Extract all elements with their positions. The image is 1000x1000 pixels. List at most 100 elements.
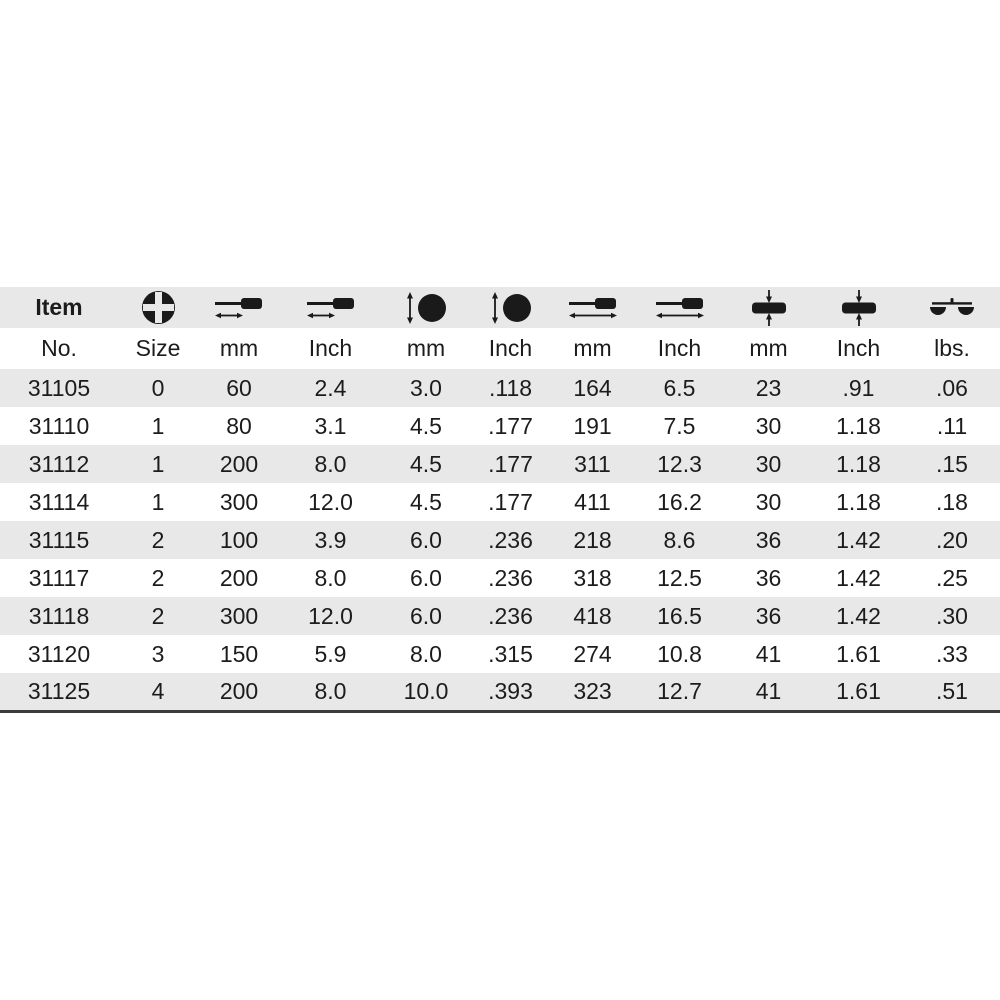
table-row: 31105 0 60 2.4 3.0 .118 164 6.5 23 .91 .06 (0, 369, 1000, 407)
value-cell: 8.0 (314, 677, 347, 704)
value-cell: .18 (936, 488, 968, 515)
unit-label-mm: mm (219, 335, 259, 361)
value-cell: .25 (936, 564, 968, 591)
value-cell: 2.4 (314, 374, 347, 401)
item-no-cell: 31118 (28, 602, 90, 629)
unit-label-inch: Inch (488, 335, 533, 361)
value-cell: 4.5 (410, 488, 442, 515)
item-no-cell: 31120 (27, 640, 91, 667)
table-row: 31110 1 80 3.1 4.5 .177 191 7.5 30 1.18 .11 (0, 407, 1000, 445)
value-cell: .15 (936, 450, 968, 477)
screwdriver-spec-table: Item (0, 287, 1000, 713)
value-cell: 30 (755, 412, 782, 439)
item-no-cell: 31110 (28, 412, 90, 439)
value-cell: 191 (573, 412, 612, 439)
value-cell: 100 (219, 526, 259, 553)
value-cell: 12.7 (657, 677, 702, 704)
value-cell: 41 (755, 640, 782, 667)
value-cell: 1.18 (836, 412, 881, 439)
unit-label-size: Size (135, 335, 181, 361)
value-cell: 5.9 (314, 640, 347, 667)
value-cell: 0 (151, 374, 165, 401)
value-cell: 23 (755, 374, 782, 401)
value-cell: 311 (574, 450, 611, 477)
value-cell: 3.9 (314, 526, 347, 553)
table-row: 31117 2 200 8.0 6.0 .236 318 12.5 36 1.42 .25 (0, 559, 1000, 597)
unit-label-mm: mm (749, 335, 788, 361)
item-no-cell: 31114 (28, 488, 90, 515)
value-cell: 6.0 (410, 602, 442, 629)
value-cell: 12.3 (657, 450, 702, 477)
value-cell: .236 (488, 564, 533, 591)
value-cell: 4.5 (410, 450, 442, 477)
value-cell: 60 (226, 374, 252, 401)
table-row: 31114 1 300 12.0 4.5 .177 411 16.2 30 1.18 .18 (0, 483, 1000, 521)
value-cell: 2 (151, 602, 165, 629)
value-cell: 1.18 (836, 488, 881, 515)
value-cell: 30 (755, 450, 782, 477)
value-cell: 8.6 (663, 526, 696, 553)
value-cell: 1 (151, 412, 165, 439)
value-cell: 1.42 (836, 564, 881, 591)
value-cell: 8.0 (410, 640, 442, 667)
value-cell: 323 (573, 677, 612, 704)
table-body: 31105 0 60 2.4 3.0 .118 164 6.5 2 3.9 1 .06 31110 1 80… (0, 369, 1000, 711)
value-cell: .177 (488, 450, 533, 477)
blade-diameter-icon (381, 287, 471, 328)
value-cell: 10.0 (403, 677, 449, 704)
header-label-row: No. Size mm Inch mm Inch mm Inch mm Inch… (0, 328, 1000, 369)
value-cell: .33 (936, 640, 968, 667)
value-cell: 1 (151, 450, 165, 477)
value-cell: .177 (488, 488, 533, 515)
item-no-cell: 31115 (28, 526, 90, 553)
value-cell: 8.0 (314, 450, 347, 477)
unit-label-lbs: lbs. (934, 335, 970, 361)
item-no-cell: 31105 (27, 374, 91, 401)
value-cell: 3.1 (314, 412, 347, 439)
item-no-cell: 31125 (27, 677, 91, 704)
value-cell: 1.42 (836, 526, 881, 553)
unit-label-inch: Inch (836, 335, 881, 361)
value-cell: 3 (151, 640, 165, 667)
value-cell: 3.0 (410, 374, 442, 401)
unit-label-inch: Inch (308, 335, 353, 361)
value-cell: 164 (573, 374, 612, 401)
value-cell: 411 (574, 488, 611, 515)
value-cell: 1.18 (836, 450, 881, 477)
value-cell: 16.2 (657, 488, 702, 515)
value-cell: .236 (488, 526, 533, 553)
value-cell: .30 (936, 602, 968, 629)
value-cell: .118 (488, 374, 533, 401)
value-cell: 300 (219, 488, 259, 515)
value-cell: .315 (488, 640, 533, 667)
value-cell: .06 (936, 374, 968, 401)
value-cell: .11 (936, 412, 968, 439)
value-cell: 12.0 (308, 488, 353, 515)
table-row: 31112 1 200 8.0 4.5 .177 311 12.3 30 1.18 .15 (0, 445, 1000, 483)
value-cell: .236 (488, 602, 533, 629)
weight-scale-icon (904, 287, 1000, 328)
value-cell: 80 (226, 412, 252, 439)
value-cell: 6.0 (410, 526, 442, 553)
value-cell: 1.42 (836, 602, 881, 629)
overall-length-icon (635, 287, 724, 328)
value-cell: 150 (219, 640, 259, 667)
value-cell: 12.5 (657, 564, 702, 591)
table-row: 31125 4 200 8.0 10.0 .393 323 12.7 41 1.61 .51 (0, 673, 1000, 711)
value-cell: 274 (573, 640, 612, 667)
blade-diameter-icon (471, 287, 550, 328)
table-row: 31120 3 150 5.9 8.0 .315 274 10.8 41 1.61 .33 (0, 635, 1000, 673)
value-cell: 200 (219, 677, 259, 704)
value-cell: 36 (755, 564, 782, 591)
value-cell: 6.5 (663, 374, 696, 401)
value-cell: 36 (755, 602, 782, 629)
value-cell: 2 (151, 526, 165, 553)
phillips-size-icon (118, 287, 198, 328)
unit-label-mm: mm (573, 335, 612, 361)
value-cell: 218 (573, 526, 612, 553)
table-row: 31115 2 100 3.9 6.0 .236 218 8.6 36 1.42 .20 (0, 521, 1000, 559)
handle-diameter-icon (724, 287, 813, 328)
value-cell: 318 (573, 564, 612, 591)
blade-length-icon (198, 287, 280, 328)
